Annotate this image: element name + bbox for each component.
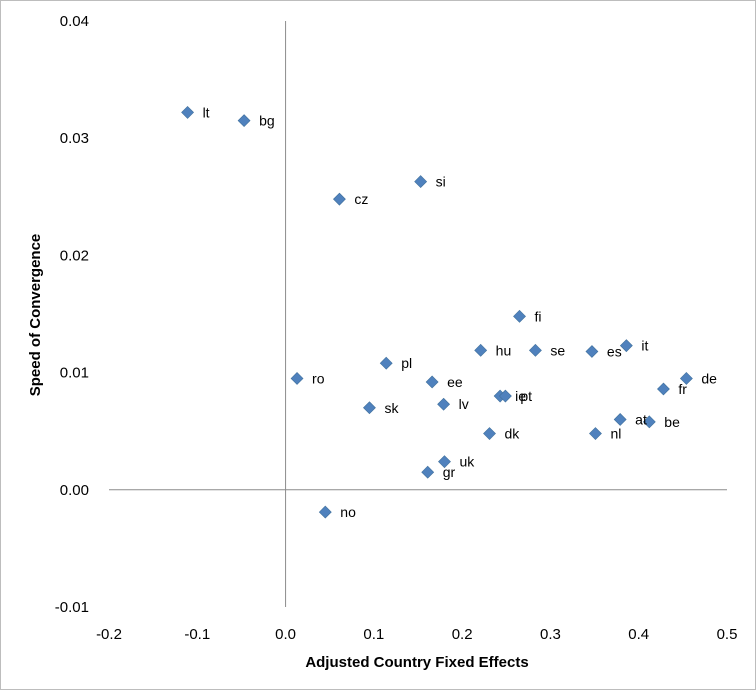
point-label-it: it bbox=[641, 338, 648, 354]
point-label-hu: hu bbox=[496, 342, 512, 358]
x-tick-label: 0.4 bbox=[628, 626, 649, 643]
y-tick-label: 0.00 bbox=[60, 482, 89, 499]
x-tick-label: -0.1 bbox=[184, 626, 210, 643]
marker-fi bbox=[513, 309, 526, 323]
point-label-fr: fr bbox=[678, 381, 687, 397]
point-label-lv: lv bbox=[459, 396, 469, 412]
marker-be bbox=[642, 415, 656, 429]
point-label-dk: dk bbox=[505, 426, 521, 442]
point-label-gr: gr bbox=[443, 464, 456, 480]
point-label-es: es bbox=[607, 344, 622, 360]
point-label-lt: lt bbox=[203, 104, 210, 120]
marker-ee bbox=[425, 375, 439, 389]
point-label-se: se bbox=[550, 342, 565, 358]
marker-nl bbox=[589, 427, 602, 440]
point-label-si: si bbox=[436, 174, 446, 190]
marker-de bbox=[679, 372, 693, 385]
marker-se bbox=[528, 343, 542, 357]
marker-it bbox=[619, 339, 633, 353]
point-label-cz: cz bbox=[354, 191, 368, 207]
marker-fr bbox=[657, 382, 670, 396]
marker-gr bbox=[421, 465, 435, 479]
point-label-fi: fi bbox=[535, 308, 542, 324]
point-label-pl: pl bbox=[401, 355, 412, 371]
y-tick-label: 0.02 bbox=[60, 247, 89, 264]
x-tick-label: 0.5 bbox=[717, 626, 738, 643]
point-label-at: at bbox=[635, 411, 647, 427]
point-label-ie: ie bbox=[515, 388, 526, 404]
marker-hu bbox=[474, 343, 488, 357]
point-label-be: be bbox=[664, 414, 680, 430]
marker-cz bbox=[333, 192, 346, 206]
x-axis-title: Adjusted Country Fixed Effects bbox=[305, 654, 528, 671]
marker-sk bbox=[363, 401, 376, 415]
point-label-bg: bg bbox=[259, 113, 275, 129]
x-tick-label: 0.2 bbox=[452, 626, 473, 643]
marker-uk bbox=[438, 455, 451, 469]
marker-dk bbox=[483, 427, 496, 440]
tick-labels: -0.01 0.00 0.01 0.02 0.03 0.04 -0.2 -0.1 0.0 0.1 0… bbox=[55, 13, 738, 643]
point-label-sk: sk bbox=[384, 400, 399, 416]
marker-pl bbox=[379, 356, 393, 370]
y-tick-label: 0.01 bbox=[60, 365, 89, 382]
point-label-nl: nl bbox=[610, 426, 621, 442]
point-label-no: no bbox=[340, 504, 356, 520]
point-label-ro: ro bbox=[312, 370, 325, 386]
x-tick-label: 0.1 bbox=[363, 626, 384, 643]
marker-lt bbox=[181, 105, 194, 119]
y-tick-label: 0.04 bbox=[60, 13, 89, 30]
y-axis-title: Speed of Convergence bbox=[27, 234, 44, 397]
marker-pt bbox=[498, 389, 512, 403]
x-tick-label: -0.2 bbox=[96, 626, 122, 643]
axes bbox=[109, 21, 727, 607]
marker-at bbox=[613, 413, 627, 426]
point-label-uk: uk bbox=[459, 454, 475, 470]
point-label-pt: pt bbox=[520, 388, 532, 404]
point-label-de: de bbox=[701, 370, 717, 386]
x-tick-label: 0.3 bbox=[540, 626, 561, 643]
marker-es bbox=[585, 345, 599, 358]
y-tick-label: -0.01 bbox=[55, 599, 89, 616]
marker-si bbox=[414, 175, 428, 188]
marker-no bbox=[318, 505, 332, 519]
marker-bg bbox=[237, 114, 251, 128]
point-label-ee: ee bbox=[447, 374, 463, 390]
marker-lv bbox=[437, 397, 451, 411]
y-tick-label: 0.03 bbox=[60, 130, 89, 147]
marker-ro bbox=[290, 372, 304, 385]
x-tick-label: 0.0 bbox=[275, 626, 296, 643]
data-points bbox=[181, 105, 693, 519]
